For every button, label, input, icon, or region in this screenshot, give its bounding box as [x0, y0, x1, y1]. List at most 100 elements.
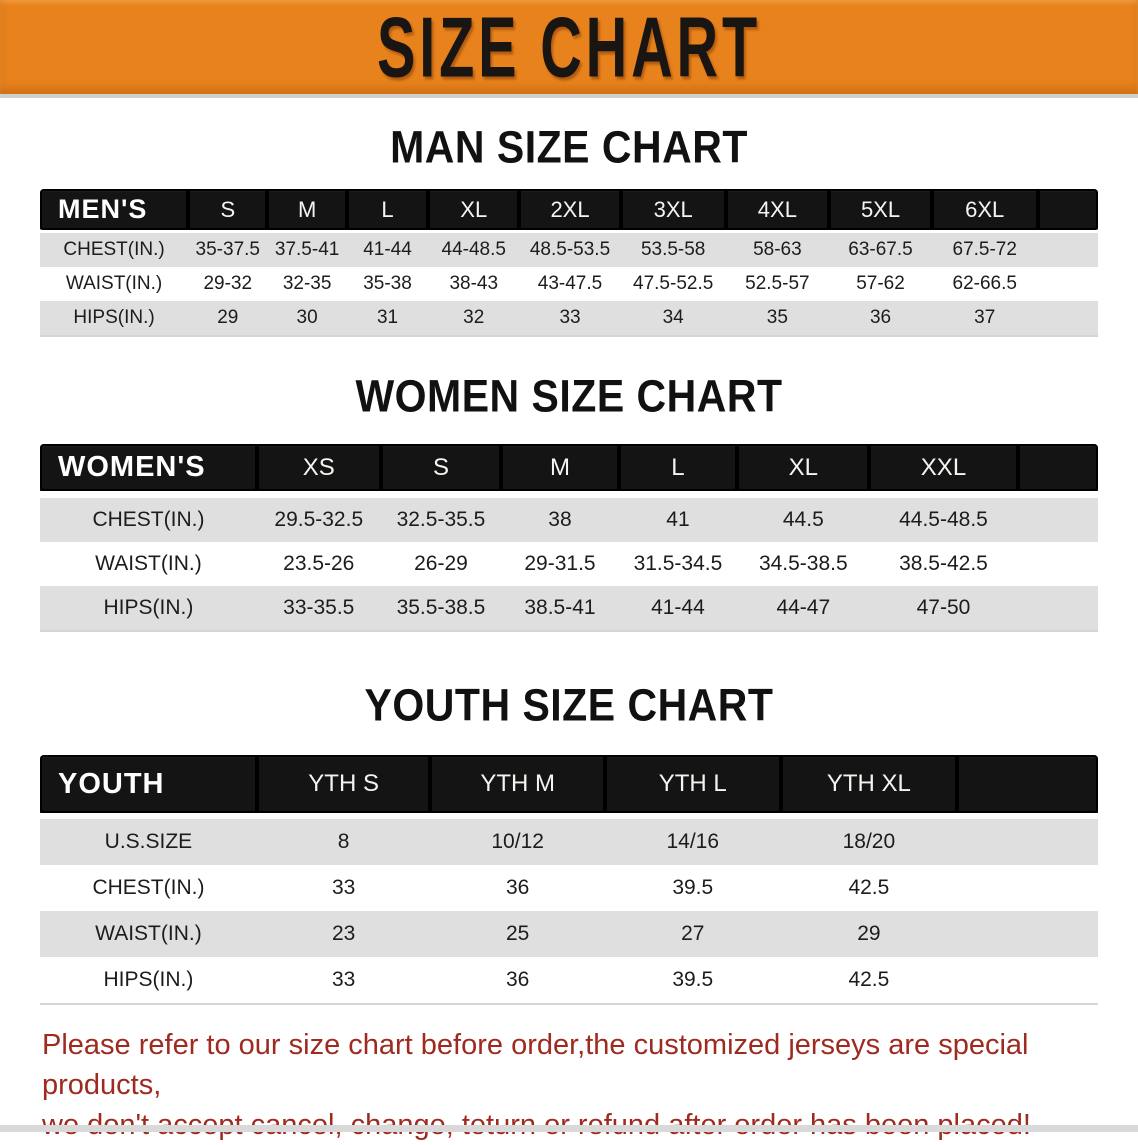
size-table: WOMEN'S XS S M L XL XXL CHEST(IN.) 29.5-32.5 32.5…	[40, 444, 1098, 632]
size-value: 43-47.5	[519, 267, 621, 301]
size-column-header: S	[380, 444, 502, 498]
size-chart-banner: SIZE CHART	[0, 0, 1138, 98]
man-size-chart-heading-text: MAN SIZE CHART	[390, 121, 748, 173]
size-value: 48.5-53.5	[519, 233, 621, 267]
size-column-header: 4XL	[725, 189, 830, 233]
table-row: CHEST(IN.) 33 36 39.5 42.5	[40, 865, 1098, 911]
size-value: 41	[618, 498, 738, 542]
page-title: SIZE CHART	[377, 0, 761, 95]
table-row: CHEST(IN.) 29.5-32.5 32.5-35.5 38 41 44.5 44.5…	[40, 498, 1098, 542]
size-value: 38-43	[428, 267, 520, 301]
size-value: 8	[256, 819, 431, 865]
size-value: 67.5-72	[931, 233, 1038, 267]
size-table: MEN'S S M L XL 2XL 3XL 4XL 5XL 6XL CHEST(IN.) 35-37…	[40, 189, 1098, 337]
table-row: HIPS(IN.) 29 30 31 32 33 34 35 36 37	[40, 301, 1098, 335]
size-value: 33	[519, 301, 621, 335]
youth-size-table: YOUTH YTH S YTH M YTH L YTH XL U.S.SIZE 8 10/12…	[40, 755, 1098, 1005]
size-value: 23.5-26	[256, 542, 381, 586]
size-value: 35-37.5	[188, 233, 268, 267]
size-value: 33	[256, 865, 431, 911]
group-label: YOUTH	[40, 755, 257, 819]
women-size-chart-section: WOMEN SIZE CHART WOMEN'S XS S M L XL XXL CHEST(…	[0, 337, 1138, 632]
man-size-chart-heading: MAN SIZE CHART	[0, 121, 1138, 173]
size-header-row: YOUTH YTH S YTH M YTH L YTH XL	[40, 755, 1098, 819]
size-value: 38.5-41	[501, 586, 619, 630]
size-value: 32.5-35.5	[380, 498, 502, 542]
size-column-header: XS	[256, 444, 381, 498]
size-header-row: WOMEN'S XS S M L XL XXL	[40, 444, 1098, 498]
size-value: 14/16	[604, 819, 781, 865]
size-value: 44.5-48.5	[869, 498, 1018, 542]
mens-size-table: MEN'S S M L XL 2XL 3XL 4XL 5XL 6XL CHEST(IN.) 35-37…	[40, 189, 1098, 337]
size-value: 18/20	[780, 819, 958, 865]
row-spacer	[1037, 233, 1098, 267]
size-column-header: M	[267, 189, 347, 233]
table-row: U.S.SIZE 8 10/12 14/16 18/20	[40, 819, 1098, 865]
size-value: 42.5	[780, 865, 958, 911]
order-policy-line-1: Please refer to our size chart before or…	[42, 1029, 1029, 1101]
size-column-header: YTH L	[604, 755, 781, 819]
table-row: WAIST(IN.) 23 25 27 29	[40, 911, 1098, 957]
size-value: 44-48.5	[428, 233, 520, 267]
table-row: CHEST(IN.) 35-37.5 37.5-41 41-44 44-48.5 48.5…	[40, 233, 1098, 267]
size-value: 29-31.5	[501, 542, 619, 586]
row-label: HIPS(IN.)	[40, 586, 257, 630]
row-spacer	[1037, 301, 1098, 335]
size-value: 63-67.5	[829, 233, 932, 267]
size-value: 33	[256, 957, 431, 1003]
size-column-header: XXL	[869, 444, 1018, 498]
size-value: 38.5-42.5	[869, 542, 1018, 586]
size-value: 39.5	[604, 957, 781, 1003]
size-value: 41-44	[346, 233, 429, 267]
table-row: WAIST(IN.) 29-32 32-35 35-38 38-43 43-47.5 47.…	[40, 267, 1098, 301]
size-table: YOUTH YTH S YTH M YTH L YTH XL U.S.SIZE 8 10/12…	[40, 755, 1098, 1005]
row-label: WAIST(IN.)	[40, 542, 257, 586]
table-row: HIPS(IN.) 33-35.5 35.5-38.5 38.5-41 41-44 44-…	[40, 586, 1098, 630]
header-spacer	[1017, 444, 1098, 498]
women-size-chart-heading: WOMEN SIZE CHART	[0, 370, 1138, 422]
size-value: 30	[267, 301, 347, 335]
size-value: 47-50	[869, 586, 1018, 630]
size-value: 42.5	[780, 957, 958, 1003]
table-row: HIPS(IN.) 33 36 39.5 42.5	[40, 957, 1098, 1003]
row-label: WAIST(IN.)	[40, 911, 257, 957]
size-value: 58-63	[725, 233, 830, 267]
row-label: HIPS(IN.)	[40, 957, 257, 1003]
size-value: 29	[188, 301, 268, 335]
row-spacer	[1017, 498, 1098, 542]
size-value: 36	[430, 957, 605, 1003]
size-value: 37.5-41	[267, 233, 347, 267]
size-column-header: M	[501, 444, 619, 498]
size-value: 52.5-57	[725, 267, 830, 301]
size-column-header: 2XL	[519, 189, 621, 233]
group-label: MEN'S	[40, 189, 189, 233]
size-column-header: S	[188, 189, 268, 233]
size-value: 34	[620, 301, 726, 335]
size-value: 26-29	[380, 542, 502, 586]
size-value: 31	[346, 301, 429, 335]
man-size-chart-section: MAN SIZE CHART MEN'S S M L XL 2XL 3XL 4XL 5XL 6XL…	[0, 98, 1138, 337]
row-label: CHEST(IN.)	[40, 498, 257, 542]
size-column-header: 6XL	[931, 189, 1038, 233]
header-spacer	[957, 755, 1098, 819]
size-value: 62-66.5	[931, 267, 1038, 301]
group-label: WOMEN'S	[40, 444, 257, 498]
row-label: CHEST(IN.)	[40, 233, 189, 267]
size-value: 35.5-38.5	[380, 586, 502, 630]
size-value: 29	[780, 911, 958, 957]
size-value: 41-44	[618, 586, 738, 630]
row-spacer	[957, 865, 1098, 911]
size-value: 44.5	[737, 498, 870, 542]
size-value: 32	[428, 301, 520, 335]
header-spacer	[1037, 189, 1098, 233]
size-value: 31.5-34.5	[618, 542, 738, 586]
size-header-row: MEN'S S M L XL 2XL 3XL 4XL 5XL 6XL	[40, 189, 1098, 233]
size-value: 29.5-32.5	[256, 498, 381, 542]
youth-size-chart-heading: YOUTH SIZE CHART	[0, 680, 1138, 731]
size-column-header: L	[346, 189, 429, 233]
row-spacer	[957, 819, 1098, 865]
size-value: 44-47	[737, 586, 870, 630]
women-size-chart-heading-text: WOMEN SIZE CHART	[355, 370, 783, 422]
size-column-header: L	[618, 444, 738, 498]
size-value: 33-35.5	[256, 586, 381, 630]
